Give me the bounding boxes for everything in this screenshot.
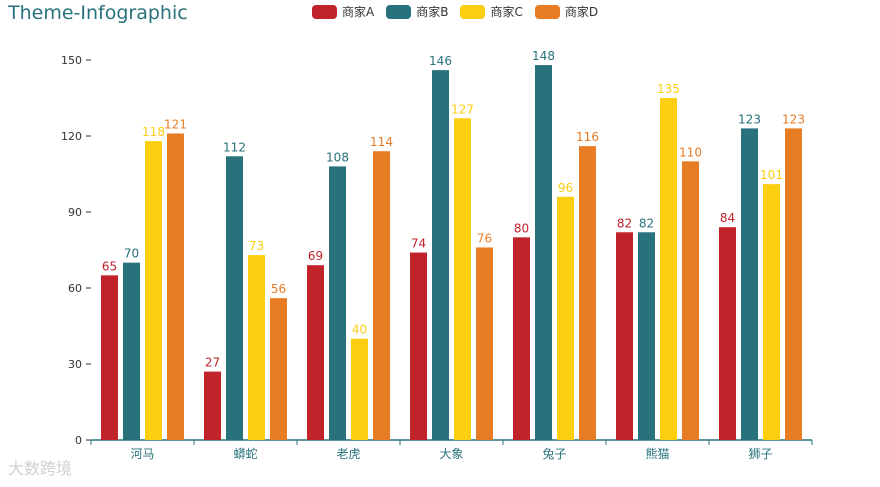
bar [763,184,780,440]
bar [579,146,596,440]
bar [682,161,699,441]
legend-label: 商家C [490,5,523,19]
bar [535,65,552,441]
legend-item-0[interactable]: 商家A [312,3,374,20]
data-label: 123 [782,112,805,126]
x-tick-label: 老虎 [336,447,360,461]
data-label: 121 [164,117,187,131]
x-tick-label: 兔子 [542,446,566,461]
x-tick-label: 河马 [130,447,154,461]
data-label: 70 [124,247,139,261]
bar [270,298,287,440]
data-label: 112 [223,140,246,154]
bar [454,118,471,441]
y-tick-label: 90 [68,206,82,219]
bar [248,255,265,440]
bar [123,262,140,440]
data-label: 114 [370,135,393,149]
x-tick-label: 熊猫 [645,446,669,461]
bar [145,141,162,441]
legend-swatch [386,4,412,19]
data-label: 108 [326,150,349,164]
bar [660,98,677,440]
data-label: 76 [477,231,492,245]
legend-label: 商家B [416,5,449,19]
bar [307,265,324,440]
data-label: 146 [429,54,452,68]
legend-swatch [460,4,486,19]
data-label: 82 [617,216,632,230]
bar [557,196,574,440]
y-tick-label: 30 [68,358,82,371]
bar [373,151,390,440]
bar [167,133,184,440]
legend-label: 商家A [342,5,375,19]
data-label: 82 [639,216,654,230]
data-label: 65 [102,259,117,273]
chart-title: Theme-Infographic [8,2,188,24]
bar [351,338,368,440]
bar [785,128,802,440]
bar [329,166,346,440]
x-tick-label: 狮子 [748,447,772,461]
bar [513,237,530,440]
data-label: 123 [738,112,761,126]
y-tick-label: 0 [75,434,82,447]
data-label: 56 [271,282,286,296]
legend-item-3[interactable]: 商家D [534,3,599,20]
bar [101,275,118,440]
y-tick-label: 60 [68,282,82,295]
data-label: 148 [532,49,555,63]
bar [741,128,758,440]
data-label: 96 [558,181,573,195]
bar [638,232,655,440]
bar [226,156,243,440]
data-label: 118 [142,125,165,139]
y-tick-label: 150 [61,54,82,67]
x-tick-label: 蟒蛇 [233,446,257,461]
legend: 商家A 商家B 商家C 商家D [312,3,598,20]
data-label: 40 [352,323,367,337]
data-label: 74 [411,237,426,251]
bar [719,227,736,440]
bar [432,70,449,440]
bar [410,252,427,440]
data-label: 80 [514,221,529,235]
legend-swatch [534,4,560,19]
watermark: 大数跨境 [8,459,73,478]
data-label: 73 [249,239,264,253]
bar [204,371,221,440]
legend-label: 商家D [564,5,599,19]
bar [616,232,633,440]
legend-item-1[interactable]: 商家B [386,3,448,20]
data-label: 27 [205,356,220,370]
data-label: 84 [720,211,735,225]
data-label: 135 [657,82,680,96]
data-label: 116 [576,130,599,144]
data-label: 101 [760,168,783,182]
data-label: 110 [679,145,702,159]
legend-swatch [312,4,337,19]
legend-item-2[interactable]: 商家C [460,3,523,20]
x-tick-label: 大象 [439,447,463,461]
data-label: 127 [451,102,474,116]
data-label: 69 [308,249,323,263]
bar [476,247,493,440]
y-tick-label: 120 [61,130,82,143]
